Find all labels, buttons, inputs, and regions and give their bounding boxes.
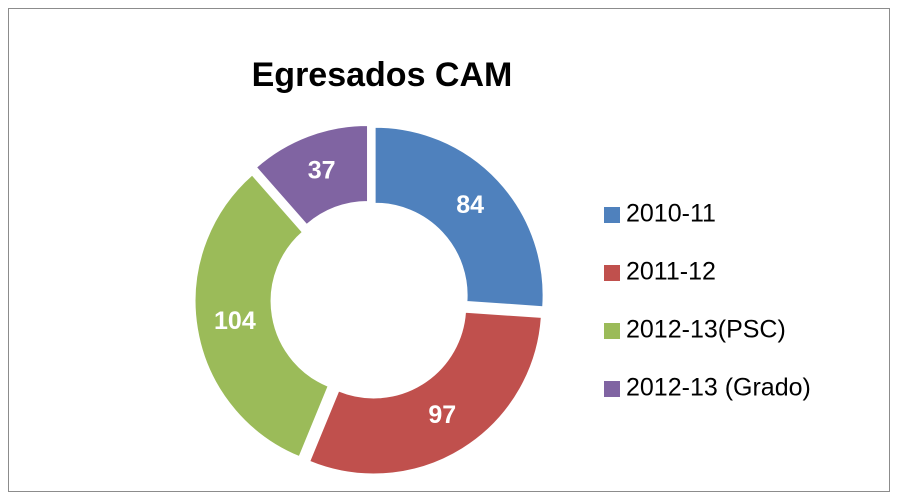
legend-label: 2010-11 [626, 200, 716, 228]
legend-label: 2011-12 [626, 258, 716, 286]
chart-title: Egresados CAM [252, 56, 513, 94]
legend-swatch [604, 323, 620, 339]
data-label: 97 [428, 401, 456, 429]
legend-swatch [604, 265, 620, 281]
data-label: 37 [308, 156, 336, 184]
legend-swatch [604, 207, 620, 223]
legend-label: 2012-13 (Grado) [626, 374, 811, 402]
donut-segment [309, 311, 542, 475]
donut-segment [255, 124, 369, 226]
donut-segment [194, 174, 329, 458]
legend-swatch [604, 381, 620, 397]
donut-segment [374, 126, 544, 308]
data-label: 104 [214, 307, 256, 335]
legend-label: 2012-13(PSC) [626, 316, 786, 344]
data-label: 84 [456, 191, 484, 219]
